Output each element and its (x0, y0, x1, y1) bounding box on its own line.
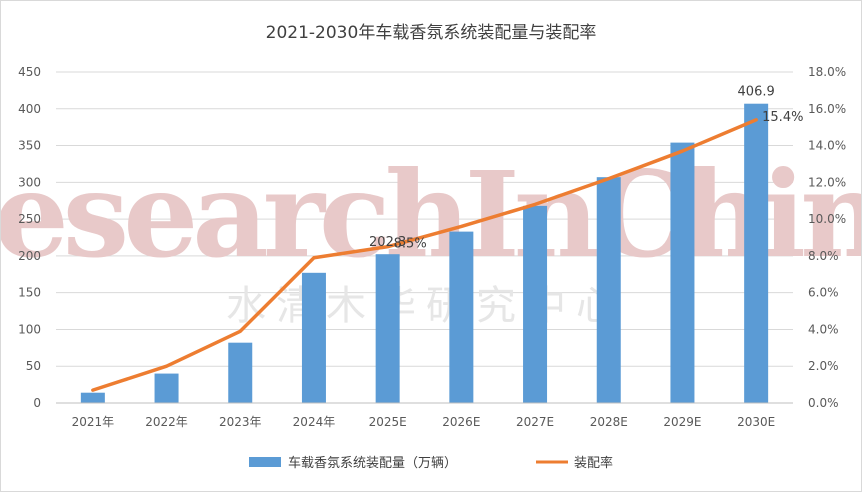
y-left-tick-label: 450 (18, 65, 41, 79)
y-left-tick-label: 300 (18, 175, 41, 189)
bar (375, 254, 400, 403)
legend-line-label: 装配率 (574, 455, 613, 471)
bar (80, 392, 105, 403)
x-tick-label: 2022年 (145, 415, 188, 429)
y-right-tick-label: 14.0% (808, 139, 846, 153)
x-tick-label: 2025E (369, 415, 407, 429)
y-right-tick-label: 0.0% (808, 396, 839, 410)
data-labels: 202.3 406.9 8.5% 15.4% (369, 85, 803, 252)
x-tick-label: 2028E (590, 415, 628, 429)
bar (744, 103, 769, 403)
bar (670, 142, 695, 403)
legend-bar-swatch (249, 457, 281, 467)
y-left-tick-label: 0 (33, 396, 41, 410)
bar (228, 342, 253, 403)
y-left-tick-label: 150 (18, 286, 41, 300)
gridlines (56, 71, 793, 404)
x-tick-label: 2027E (516, 415, 554, 429)
y-right-tick-label: 4.0% (808, 322, 839, 336)
y-right-tick-label: 16.0% (808, 102, 846, 116)
watermark: ResearchInChina 水清木华研究中心 (0, 145, 862, 329)
bar (449, 231, 474, 403)
data-label: 15.4% (762, 110, 803, 125)
y-axis-right: 0.0% 2.0% 4.0% 6.0% 8.0% 10.0% 12.0% 14.0% 16.0%… (808, 65, 846, 410)
y-right-tick-label: 10.0% (808, 212, 846, 226)
bar (523, 205, 548, 403)
legend: 车载香氛系统装配量（万辆） 装配率 (249, 455, 613, 471)
x-tick-label: 2023年 (219, 415, 262, 429)
y-right-tick-label: 2.0% (808, 359, 839, 373)
x-tick-label: 2026E (442, 415, 480, 429)
data-label: 8.5% (394, 237, 427, 252)
y-left-tick-label: 50 (26, 359, 41, 373)
y-right-tick-label: 18.0% (808, 65, 846, 79)
y-left-tick-label: 350 (18, 139, 41, 153)
x-tick-label: 2030E (737, 415, 775, 429)
x-tick-label: 2021年 (72, 415, 115, 429)
bar (301, 272, 326, 403)
y-left-tick-label: 200 (18, 249, 41, 263)
line-series (91, 118, 758, 392)
y-left-tick-label: 250 (18, 212, 41, 226)
x-tick-label: 2029E (663, 415, 701, 429)
y-axis-left: 0 50 100 150 200 250 300 350 400 450 (18, 65, 41, 410)
y-right-tick-label: 8.0% (808, 249, 839, 263)
line-path (91, 118, 758, 392)
data-label: 202.3 (369, 235, 406, 250)
chart-title: 2021-2030年车载香氛系统装配量与装配率 (266, 23, 597, 43)
y-right-tick-label: 12.0% (808, 175, 846, 189)
data-label: 406.9 (738, 85, 775, 100)
y-left-tick-label: 400 (18, 102, 41, 116)
bar-series (80, 103, 769, 403)
bar (596, 177, 621, 403)
watermark-chinese: 水清木华研究中心 (226, 283, 626, 329)
y-left-tick-label: 100 (18, 322, 41, 336)
x-tick-label: 2024年 (293, 415, 336, 429)
legend-bar-label: 车载香氛系统装配量（万辆） (288, 455, 457, 471)
y-right-tick-label: 6.0% (808, 286, 839, 300)
bar (154, 373, 179, 403)
x-axis: 2021年 2022年 2023年 2024年 2025E 2026E 2027E 2028E… (56, 402, 793, 429)
watermark-latin: ResearchInChina (1, 145, 861, 284)
